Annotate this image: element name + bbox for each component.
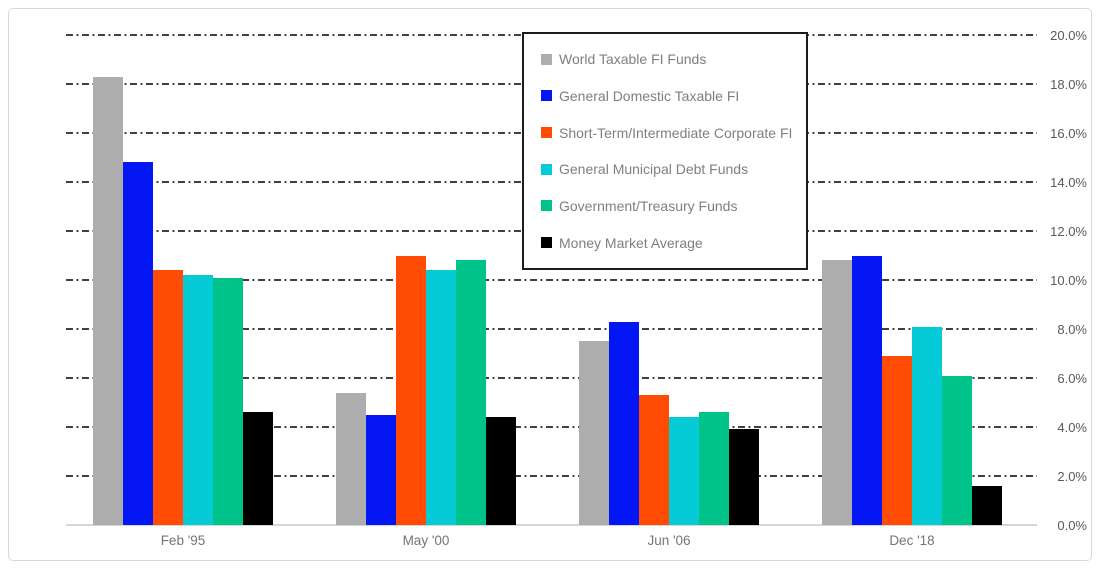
- legend-item-government-treasury-funds: Government/Treasury Funds: [541, 198, 806, 214]
- x-tick-label-jun-06: Jun '06: [647, 533, 691, 548]
- legend-swatch-icon: [541, 127, 552, 139]
- legend: World Taxable FI Funds General Domestic T…: [522, 32, 808, 270]
- legend-swatch-icon: [541, 53, 552, 65]
- bar-group-jun-06: [579, 321, 759, 525]
- legend-label: Short-Term/Intermediate Corporate FI: [559, 124, 793, 141]
- legend-label: World Taxable FI Funds: [559, 51, 707, 68]
- y-tick-label-18pct: 18.0%: [1050, 76, 1087, 92]
- bar-general-domestic-taxable-fi-jun-06: [609, 321, 639, 525]
- legend-swatch-icon: [541, 200, 552, 212]
- bar-group-dec-18: [822, 255, 1002, 525]
- y-tick-label-14pct: 14.0%: [1050, 174, 1087, 190]
- bar-short-term-intermediate-corporate-fi-jun-06: [639, 395, 669, 525]
- bar-world-taxable-fi-funds-jun-06: [579, 341, 609, 525]
- legend-label: General Municipal Debt Funds: [559, 161, 749, 178]
- gridline-10pct: [66, 279, 1037, 281]
- bar-general-domestic-taxable-fi-dec-18: [852, 255, 882, 525]
- legend-item-general-domestic-taxable-fi: General Domestic Taxable FI: [541, 88, 806, 104]
- legend-label: Government/Treasury Funds: [559, 197, 738, 214]
- x-tick-label-feb-95: Feb '95: [160, 533, 206, 548]
- gridline-8pct: [66, 328, 1037, 330]
- bar-money-market-average-jun-06: [729, 429, 759, 525]
- x-tick-label-may-00: May '00: [402, 533, 450, 548]
- x-axis-line: [66, 524, 1037, 526]
- y-tick-label-12pct: 12.0%: [1050, 223, 1087, 239]
- bar-government-treasury-funds-jun-06: [699, 412, 729, 525]
- bar-world-taxable-fi-funds-dec-18: [822, 260, 852, 525]
- bar-government-treasury-funds-may-00: [456, 260, 486, 525]
- bar-general-domestic-taxable-fi-feb-95: [123, 162, 153, 525]
- y-tick-label-0pct: 0.0%: [1057, 517, 1087, 533]
- legend-item-general-municipal-debt-funds: General Municipal Debt Funds: [541, 161, 806, 177]
- bar-group-may-00: [336, 255, 516, 525]
- bar-government-treasury-funds-dec-18: [942, 375, 972, 525]
- y-tick-label-10pct: 10.0%: [1050, 272, 1087, 288]
- chart-border-frame: [8, 8, 1092, 561]
- bar-general-municipal-debt-funds-dec-18: [912, 326, 942, 525]
- bar-world-taxable-fi-funds-feb-95: [93, 76, 123, 525]
- bar-short-term-intermediate-corporate-fi-dec-18: [882, 355, 912, 525]
- bar-money-market-average-may-00: [486, 417, 516, 525]
- legend-swatch-icon: [541, 163, 552, 175]
- legend-swatch-icon: [541, 90, 552, 102]
- bar-general-domestic-taxable-fi-may-00: [366, 414, 396, 525]
- y-tick-label-8pct: 8.0%: [1057, 321, 1087, 337]
- bar-world-taxable-fi-funds-may-00: [336, 392, 366, 525]
- bar-short-term-intermediate-corporate-fi-feb-95: [153, 270, 183, 525]
- bar-government-treasury-funds-feb-95: [213, 277, 243, 525]
- y-tick-label-20pct: 20.0%: [1050, 27, 1087, 43]
- x-tick-label-dec-18: Dec '18: [889, 533, 935, 548]
- bar-money-market-average-dec-18: [972, 485, 1002, 525]
- legend-item-world-taxable-fi-funds: World Taxable FI Funds: [541, 51, 806, 67]
- bar-short-term-intermediate-corporate-fi-may-00: [396, 255, 426, 525]
- bar-money-market-average-feb-95: [243, 412, 273, 525]
- gridline-4pct: [66, 426, 1037, 428]
- legend-swatch-icon: [541, 237, 552, 249]
- y-tick-label-6pct: 6.0%: [1057, 370, 1087, 386]
- bar-group-feb-95: [93, 76, 273, 525]
- bar-general-municipal-debt-funds-jun-06: [669, 417, 699, 525]
- gridline-6pct: [66, 377, 1037, 379]
- legend-label: General Domestic Taxable FI: [559, 87, 740, 104]
- y-tick-label-16pct: 16.0%: [1050, 125, 1087, 141]
- bar-general-municipal-debt-funds-feb-95: [183, 275, 213, 525]
- legend-item-short-term-intermediate-corporate-fi: Short-Term/Intermediate Corporate FI: [541, 125, 806, 141]
- bar-general-municipal-debt-funds-may-00: [426, 270, 456, 525]
- legend-label: Money Market Average: [559, 234, 703, 251]
- gridline-2pct: [66, 475, 1037, 477]
- legend-item-money-market-average: Money Market Average: [541, 235, 806, 251]
- y-tick-label-4pct: 4.0%: [1057, 419, 1087, 435]
- plot-area: [66, 34, 1037, 526]
- y-tick-label-2pct: 2.0%: [1057, 468, 1087, 484]
